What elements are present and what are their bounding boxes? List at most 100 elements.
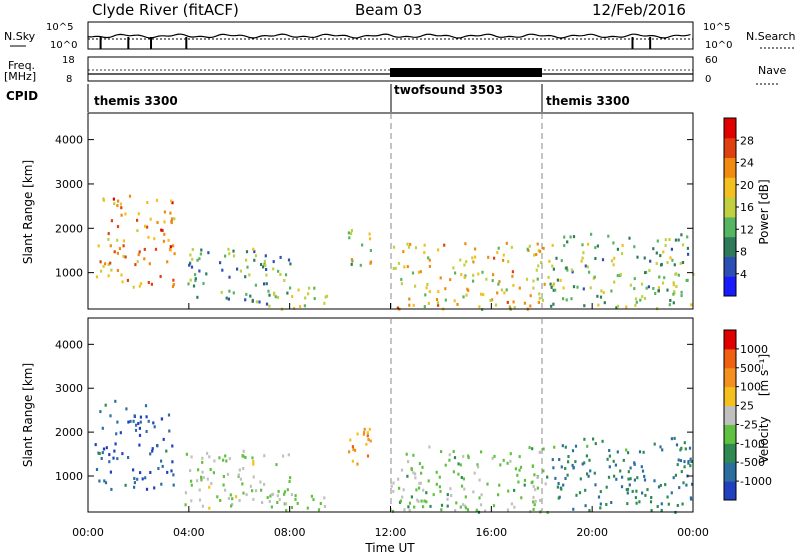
echo-cell [477,272,480,276]
echo-cell [492,504,496,508]
nsearch-axis-top: 10^5 [703,22,730,33]
echo-cell [460,476,463,479]
echo-cell [677,238,680,242]
echo-cell [361,243,364,247]
velocity-y-axis: 1000 2000 3000 4000 [55,338,693,483]
echo-cell [98,452,101,455]
nave-label: Nave [758,64,786,77]
echo-cell [406,474,409,478]
echo-cell [144,476,147,480]
echo-cell [641,491,644,495]
echo-cell [676,504,679,507]
echo-cell [414,476,417,480]
echo-cell [635,501,638,505]
echo-cell [196,295,199,299]
echo-cell [612,459,615,463]
echo-cell [476,463,479,467]
echo-cell [227,247,230,251]
echo-cell [601,258,605,262]
echo-cell [244,456,247,459]
echo-cell [462,454,465,458]
echo-cell [528,244,531,248]
echo-cell [509,459,512,463]
echo-cell [657,286,660,290]
echo-cell [608,454,611,458]
echo-cell [136,260,139,264]
echo-cell [263,259,266,263]
echo-cell [219,261,222,265]
echo-cell [670,437,673,441]
echo-cell [401,495,404,499]
echo-cell [137,212,140,216]
echo-cell [403,508,406,512]
echo-cell [171,444,174,448]
echo-cell [670,491,673,495]
echo-cell [687,461,690,465]
echo-cell [283,502,286,506]
echo-cell [265,282,268,286]
echo-cell [566,240,569,244]
echo-cell [198,269,201,273]
echo-cell [481,308,484,312]
echo-cell [245,292,248,296]
title: Clyde River (fitACF) [92,1,239,19]
echo-cell [664,244,667,248]
echo-cell [146,225,149,229]
echo-cell [150,282,153,286]
x-tick-label: 20:00 [576,526,608,539]
echo-cell [671,258,674,262]
echo-cell [151,449,154,453]
echo-cell [154,247,158,251]
echo-cell [652,247,655,251]
echo-cell [249,294,252,298]
echo-cell [679,448,682,452]
echo-cell [251,489,254,493]
echo-cell [669,299,672,302]
echo-cell [292,306,296,310]
echo-cell [208,485,211,489]
echo-cell [122,244,125,248]
echo-cell [245,493,248,497]
echo-cell [427,479,430,483]
echo-cell [306,506,309,510]
echo-cell [286,488,289,492]
echo-cell [608,449,611,452]
echo-cell [648,269,651,272]
echo-cell [104,481,108,485]
echo-cell [601,439,604,443]
velocity-panel: 1000 2000 3000 4000 Slant Range [km] [21,317,694,514]
echo-cell [516,473,519,477]
echo-cell [599,490,602,494]
echo-cell [586,444,589,448]
echo-cell [323,496,326,500]
echo-cell [139,415,142,419]
echo-cell [112,197,115,201]
echo-cell [593,275,596,279]
echo-cell [444,463,447,467]
echo-cell [194,277,197,281]
echo-cell [661,281,665,285]
echo-cell [574,460,577,464]
echo-cell [151,447,154,451]
echo-cell [136,477,139,481]
echo-cell [189,469,192,473]
echo-cell [427,301,430,305]
echo-cell [348,450,351,454]
echo-cell [265,273,268,277]
echo-cell [419,270,422,274]
echo-cell [464,242,467,246]
echo-cell [497,282,500,286]
echo-cell [119,202,122,206]
colorbar-swatch [724,367,736,388]
echo-cell [200,248,203,252]
echo-cell [189,261,192,265]
echo-cell [238,468,241,472]
echo-cell [466,508,470,512]
echo-cell [556,278,559,282]
echo-cell [586,265,589,269]
echo-cell [540,261,543,264]
echo-cell [209,468,212,471]
echo-cell [660,262,663,266]
echo-cell [244,298,247,302]
velocity-ylabel: Slant Range [km] [21,363,35,467]
